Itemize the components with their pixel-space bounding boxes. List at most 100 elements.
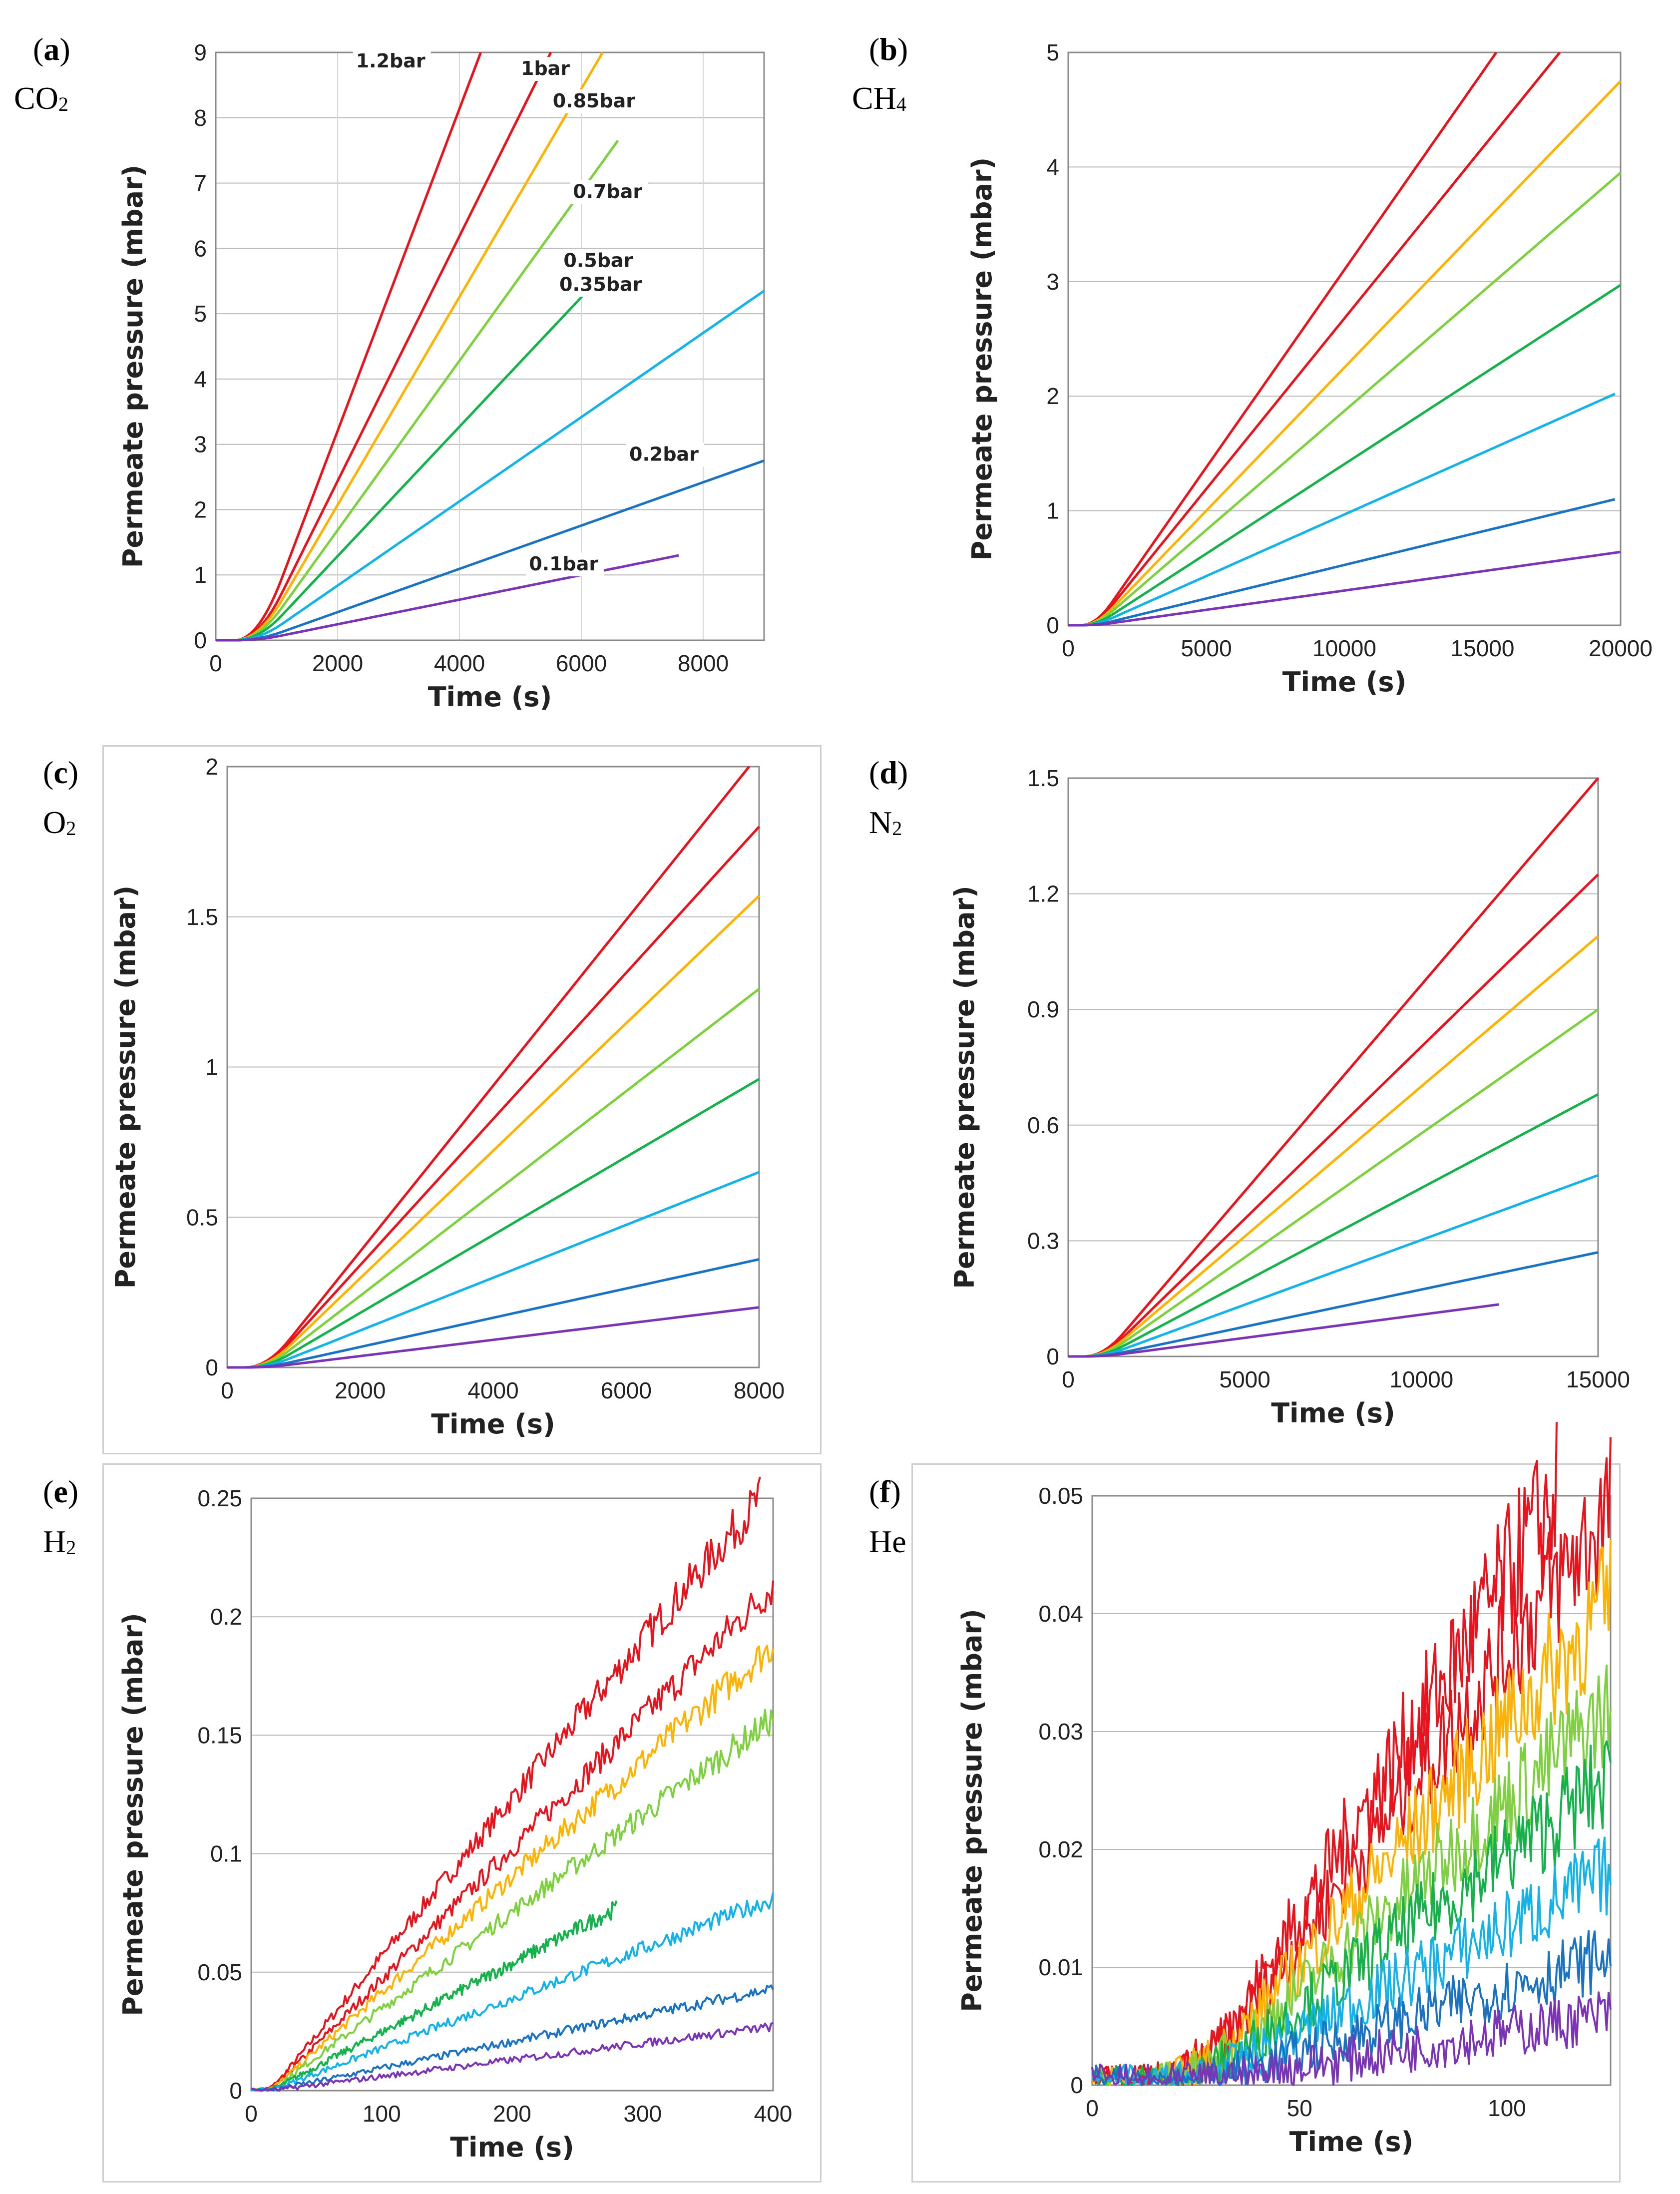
gas-label-c: O2: [43, 805, 76, 840]
y-axis-title-a: Permeate pressure (mbar): [117, 165, 149, 568]
x-tick-label-f: 100: [1488, 2095, 1526, 2121]
y-tick-label-e: 0: [229, 2078, 242, 2104]
plot-area-e: [250, 1497, 774, 2092]
series-line-a-0p85bar: [216, 51, 604, 642]
x-tick-label-e: 300: [623, 2101, 662, 2127]
x-tick-label-b: 10000: [1312, 635, 1376, 661]
x-tick-label-c: 4000: [467, 1377, 518, 1403]
series-line-b-1bar: [1068, 51, 1561, 627]
panel-letter-f: (f): [869, 1474, 901, 1509]
series-label-bg-a: [526, 552, 604, 576]
x-tick-label-a: 6000: [556, 650, 607, 676]
y-tick-label-f: 0.04: [1038, 1601, 1083, 1627]
y-tick-label-d: 0: [1046, 1343, 1059, 1369]
x-axis-title-a: Time (s): [428, 681, 552, 713]
x-tick-label-c: 2000: [335, 1377, 386, 1403]
series-line-d-0p1bar: [1068, 1303, 1500, 1358]
series-line-f-0p85bar: [1092, 1539, 1612, 2086]
y-tick-label-e: 0.2: [210, 1604, 242, 1630]
y-tick-label-a: 9: [194, 39, 207, 65]
series-line-d-0p35bar: [1068, 1174, 1599, 1358]
series-line-d-0p7bar: [1068, 1008, 1599, 1358]
y-tick-label-f: 0.03: [1038, 1719, 1083, 1745]
series-line-c-0p35bar: [227, 1171, 760, 1369]
series-line-c-1p2bar: [227, 766, 750, 1369]
y-tick-label-c: 0.5: [186, 1204, 218, 1230]
series-line-e-1bar: [251, 1580, 774, 2092]
y-tick-label-d: 1.2: [1027, 881, 1059, 907]
y-tick-label-f: 0.05: [1038, 1483, 1083, 1509]
series-line-c-0p85bar: [227, 894, 760, 1369]
series-line-e-0p5bar: [250, 1900, 618, 2092]
x-tick-label-e: 200: [493, 2101, 531, 2127]
series-line-b-0p7bar: [1068, 172, 1622, 627]
x-axis-title-c: Time (s): [431, 1408, 555, 1440]
series-line-b-0p1bar: [1068, 550, 1621, 627]
series-label-a-1p2bar: 1.2bar: [356, 50, 425, 72]
panel-letter-c: (c): [43, 755, 79, 790]
y-tick-label-b: 3: [1046, 269, 1059, 295]
series-line-d-0p2bar: [1068, 1251, 1599, 1358]
y-tick-label-c: 0: [205, 1354, 218, 1380]
y-axis-title-f: Permeate pressure (mbar): [956, 1609, 988, 2012]
panel-letter-d: (d): [869, 755, 908, 790]
y-tick-label-f: 0.01: [1038, 1954, 1083, 1980]
panel-frame-e: [102, 1463, 822, 2183]
series-label-a-0p85bar: 0.85bar: [553, 90, 636, 112]
series-label-bg-a: [560, 249, 639, 273]
x-tick-label-a: 4000: [434, 650, 485, 676]
x-tick-label-e: 100: [363, 2101, 401, 2127]
series-line-d-0p85bar: [1068, 935, 1599, 1358]
x-tick-label-d: 0: [1062, 1366, 1075, 1392]
series-line-f-0p2bar: [1091, 1930, 1612, 2086]
y-tick-label-a: 8: [194, 105, 207, 131]
panel-frame-c: [102, 745, 822, 1454]
panel-letter-b: (b): [869, 31, 908, 67]
y-tick-label-e: 0.1: [210, 1841, 242, 1867]
x-tick-label-d: 5000: [1220, 1366, 1270, 1392]
y-tick-label-e: 0.25: [197, 1485, 242, 1511]
x-tick-label-c: 8000: [734, 1377, 785, 1403]
y-tick-label-a: 5: [194, 301, 207, 327]
y-tick-label-d: 0.3: [1027, 1228, 1059, 1254]
plot-area-a: [215, 51, 765, 641]
series-line-b-0p5bar: [1068, 284, 1622, 627]
series-label-bg-a: [556, 273, 646, 297]
x-tick-label-b: 20000: [1589, 635, 1653, 661]
y-tick-label-d: 0.6: [1027, 1112, 1059, 1138]
series-line-e-1p2bar: [251, 1476, 761, 2092]
y-tick-label-a: 3: [194, 432, 207, 457]
y-tick-label-c: 2: [205, 754, 218, 780]
y-tick-label-a: 6: [194, 235, 207, 261]
series-label-a-0p5bar: 0.5bar: [563, 249, 633, 271]
series-label-bg-a: [626, 442, 704, 467]
x-tick-label-d: 10000: [1389, 1366, 1453, 1392]
series-line-c-0p5bar: [227, 1078, 760, 1369]
x-axis-title-f: Time (s): [1289, 2126, 1414, 2158]
series-line-c-0p7bar: [227, 988, 760, 1369]
series-label-bg-a: [549, 89, 640, 113]
y-tick-label-a: 4: [194, 366, 207, 392]
y-tick-label-c: 1: [205, 1054, 218, 1080]
y-axis-title-b: Permeate pressure (mbar): [966, 157, 998, 560]
series-line-b-0p85bar: [1068, 80, 1622, 627]
series-line-e-0p1bar: [251, 2022, 774, 2092]
series-line-b-0p2bar: [1068, 498, 1616, 627]
y-axis-title-e: Permeate pressure (mbar): [117, 1613, 149, 2016]
series-label-bg-a: [353, 49, 431, 73]
y-tick-label-b: 5: [1046, 39, 1059, 65]
series-label-a-0p7bar: 0.7bar: [573, 181, 642, 203]
x-tick-label-d: 15000: [1566, 1366, 1630, 1392]
y-tick-label-f: 0: [1070, 2072, 1083, 2098]
panel-frame-f: [911, 1463, 1621, 2183]
x-tick-label-b: 5000: [1181, 635, 1232, 661]
x-tick-label-f: 50: [1287, 2095, 1312, 2121]
y-tick-label-c: 1.5: [186, 904, 218, 930]
x-tick-label-e: 400: [754, 2101, 793, 2127]
series-line-d-1p2bar: [1068, 777, 1599, 1358]
x-tick-label-f: 0: [1086, 2095, 1099, 2121]
x-axis-title-d: Time (s): [1271, 1397, 1395, 1429]
series-line-c-0p1bar: [227, 1306, 760, 1369]
x-tick-label-c: 6000: [601, 1377, 652, 1403]
series-label-bg-a: [570, 180, 648, 204]
